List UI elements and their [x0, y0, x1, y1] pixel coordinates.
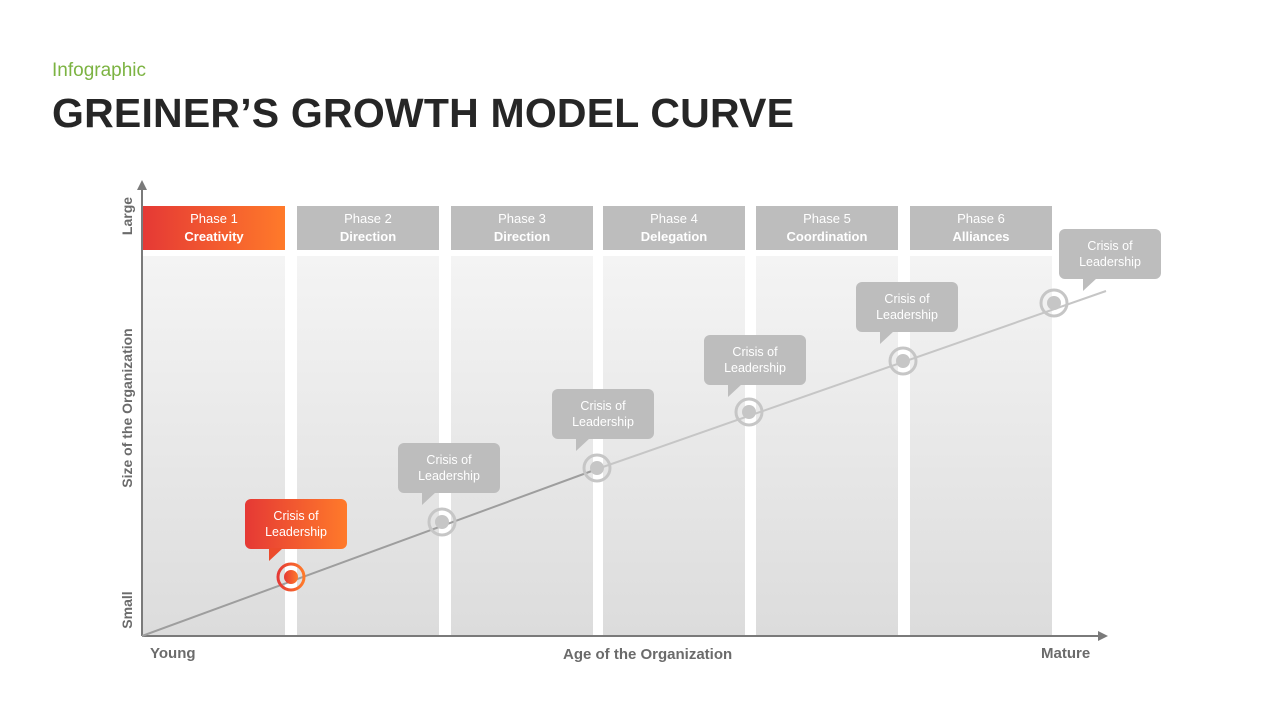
- phase-number: Phase 5: [803, 211, 851, 226]
- growth-line-light: [599, 290, 1107, 469]
- phase-number: Phase 4: [650, 211, 698, 226]
- callout-line2: Leadership: [572, 415, 634, 429]
- callout-line2: Leadership: [876, 308, 938, 322]
- y-axis-arrow: [137, 180, 147, 190]
- phase-name: Direction: [339, 229, 397, 244]
- phase-number: Phase 1: [190, 211, 238, 226]
- y-axis-bottom-label: Small: [119, 591, 135, 629]
- y-axis-label: Size of the Organization: [119, 328, 135, 488]
- phase-name: Creativity: [184, 229, 244, 244]
- callout-line2: Leadership: [1079, 255, 1141, 269]
- phase-header-1: Phase 1 Creativity: [143, 206, 285, 250]
- crisis-marker-4: [734, 397, 764, 427]
- callout-line2: Leadership: [418, 469, 480, 483]
- callout-line1: Crisis of: [426, 453, 472, 467]
- phase-name: Direction: [493, 229, 551, 244]
- crisis-marker-5: [888, 346, 918, 376]
- phase-header-2: Phase 2 Direction: [297, 206, 439, 250]
- phase-column-4: [603, 256, 745, 636]
- callout-line1: Crisis of: [884, 292, 930, 306]
- callout-line1: Crisis of: [273, 509, 319, 523]
- callout-line2: Leadership: [724, 361, 786, 375]
- phase-number: Phase 3: [498, 211, 546, 226]
- subtitle: Infographic: [52, 60, 147, 81]
- crisis-callout-6: Crisis of Leadership: [1059, 229, 1161, 291]
- crisis-marker-6: [1039, 288, 1069, 318]
- phase-name: Alliances: [952, 229, 1010, 244]
- phase-header-4: Phase 4 Delegation: [603, 206, 745, 250]
- crisis-callout-2: Crisis of Leadership: [398, 443, 500, 505]
- callout-line1: Crisis of: [580, 399, 626, 413]
- phase-name: Coordination: [786, 229, 868, 244]
- callout-line1: Crisis of: [1087, 239, 1133, 253]
- phase-header-3: Phase 3 Direction: [451, 206, 593, 250]
- growth-line-dark: [141, 467, 601, 637]
- crisis-callout-5: Crisis of Leadership: [856, 282, 958, 344]
- phase-number: Phase 2: [344, 211, 392, 226]
- crisis-callout-1: Crisis of Leadership: [245, 499, 347, 561]
- crisis-marker-3: [582, 453, 612, 483]
- phase-header-6: Phase 6 Alliances: [910, 206, 1052, 250]
- phase-number: Phase 6: [957, 211, 1005, 226]
- page-title: GREINER’S GROWTH MODEL CURVE: [52, 90, 795, 136]
- x-axis-label: Age of the Organization: [563, 646, 733, 663]
- x-axis-right-label: Mature: [1041, 645, 1091, 662]
- callout-line2: Leadership: [265, 525, 327, 539]
- callout-line1: Crisis of: [732, 345, 778, 359]
- x-axis-left-label: Young: [150, 645, 196, 662]
- phase-column-1: [143, 256, 285, 636]
- crisis-callout-4: Crisis of Leadership: [704, 335, 806, 397]
- crisis-callout-3: Crisis of Leadership: [552, 389, 654, 451]
- crisis-marker-1: [276, 562, 306, 592]
- y-axis-top-label: Large: [119, 196, 135, 236]
- crisis-marker-2: [427, 507, 457, 537]
- phase-header-5: Phase 5 Coordination: [756, 206, 898, 250]
- x-axis-arrow: [1098, 631, 1108, 641]
- phase-name: Delegation: [640, 229, 708, 244]
